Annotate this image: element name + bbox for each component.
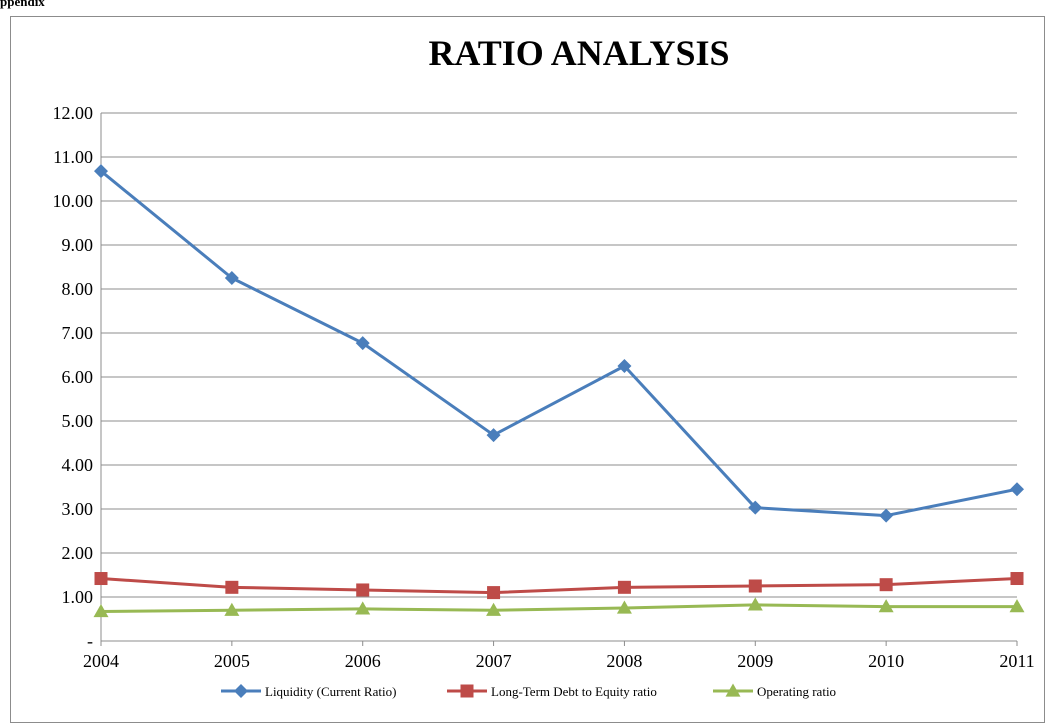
legend-swatch-marker: [725, 683, 741, 697]
y-tick-label: 8.00: [62, 279, 94, 299]
y-tick-label: 6.00: [62, 367, 94, 387]
data-point: [355, 336, 370, 351]
chart-container: RATIO ANALYSIS - 1.00 2.00 3.00 4.00 5.00 6.00 7…: [10, 16, 1045, 723]
y-tick-label: 9.00: [62, 235, 94, 255]
data-point: [1010, 572, 1024, 586]
data-point: [878, 599, 894, 613]
legend-label: Long-Term Debt to Equity ratio: [491, 684, 657, 699]
data-point: [93, 604, 109, 618]
data-point: [617, 359, 632, 373]
data-point: [616, 600, 632, 614]
y-tick-label: 3.00: [62, 499, 94, 519]
clipped-heading: ppendix: [0, 0, 45, 9]
data-point: [617, 580, 631, 594]
data-point: [94, 572, 108, 586]
data-point: [225, 580, 239, 594]
line-chart: RATIO ANALYSIS - 1.00 2.00 3.00 4.00 5.00 6.00 7…: [53, 33, 1035, 699]
data-point: [748, 579, 762, 593]
series-line: [100, 169, 1018, 518]
y-tick-label: -: [87, 631, 93, 651]
x-tick-label: 2008: [606, 651, 642, 671]
y-tick-label: 12.00: [53, 103, 94, 123]
data-point: [356, 583, 370, 597]
x-tick-label: 2009: [737, 651, 773, 671]
data-point: [879, 508, 894, 523]
x-tick-label: 2007: [476, 651, 512, 671]
data-point: [224, 271, 239, 285]
legend-label: Liquidity (Current Ratio): [265, 684, 396, 699]
y-tick-label: 5.00: [62, 411, 94, 431]
data-point: [94, 164, 108, 179]
series-line: [100, 577, 1018, 595]
x-tick-label: 2004: [83, 651, 119, 671]
data-point: [748, 500, 763, 515]
data-point: [487, 586, 501, 600]
y-tick-label: 7.00: [62, 323, 94, 343]
legend-swatch-marker: [460, 684, 474, 698]
data-point: [224, 602, 240, 616]
x-tick-label: 2005: [214, 651, 250, 671]
y-tick-label: 10.00: [53, 191, 94, 211]
data-point: [747, 597, 763, 611]
x-tick-label: 2011: [999, 651, 1034, 671]
data-point: [486, 602, 502, 616]
x-tick-label: 2006: [345, 651, 381, 671]
series-line: [100, 603, 1017, 614]
chart-title: RATIO ANALYSIS: [428, 33, 729, 73]
data-point: [1010, 482, 1024, 497]
y-tick-label: 1.00: [62, 587, 94, 607]
data-point: [1009, 599, 1025, 613]
data-point: [486, 428, 501, 443]
x-tick-label: 2010: [868, 651, 904, 671]
legend-swatch-marker: [234, 684, 248, 698]
y-tick-label: 2.00: [62, 543, 94, 563]
y-tick-label: 11.00: [53, 147, 93, 167]
y-tick-label: 4.00: [62, 455, 94, 475]
data-point: [355, 601, 371, 615]
legend-label: Operating ratio: [757, 684, 836, 699]
data-point: [879, 578, 893, 592]
